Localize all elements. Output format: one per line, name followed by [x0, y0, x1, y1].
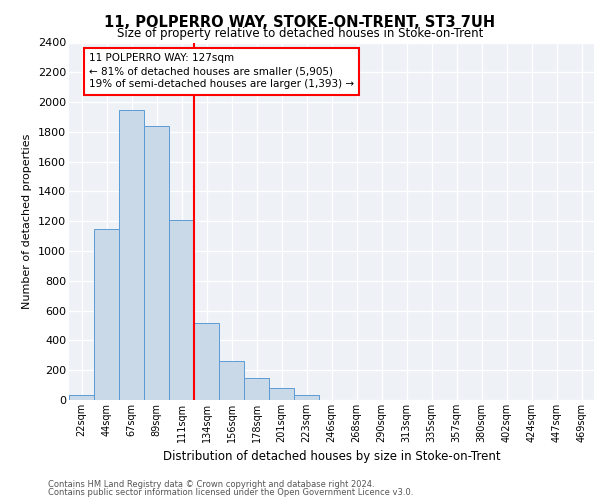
Y-axis label: Number of detached properties: Number of detached properties — [22, 134, 32, 309]
Bar — [269, 388, 294, 400]
Bar — [69, 395, 94, 400]
Bar — [244, 378, 269, 400]
Text: Size of property relative to detached houses in Stoke-on-Trent: Size of property relative to detached ho… — [117, 28, 483, 40]
Text: Contains public sector information licensed under the Open Government Licence v3: Contains public sector information licen… — [48, 488, 413, 497]
Bar — [169, 220, 194, 400]
Bar — [144, 126, 169, 400]
Bar — [94, 228, 119, 400]
Bar — [119, 110, 144, 400]
Bar — [194, 322, 219, 400]
Text: Contains HM Land Registry data © Crown copyright and database right 2024.: Contains HM Land Registry data © Crown c… — [48, 480, 374, 489]
Bar — [219, 360, 244, 400]
Text: 11 POLPERRO WAY: 127sqm
← 81% of detached houses are smaller (5,905)
19% of semi: 11 POLPERRO WAY: 127sqm ← 81% of detache… — [89, 53, 354, 90]
Text: 11, POLPERRO WAY, STOKE-ON-TRENT, ST3 7UH: 11, POLPERRO WAY, STOKE-ON-TRENT, ST3 7U… — [104, 15, 496, 30]
X-axis label: Distribution of detached houses by size in Stoke-on-Trent: Distribution of detached houses by size … — [163, 450, 500, 464]
Bar — [294, 395, 319, 400]
